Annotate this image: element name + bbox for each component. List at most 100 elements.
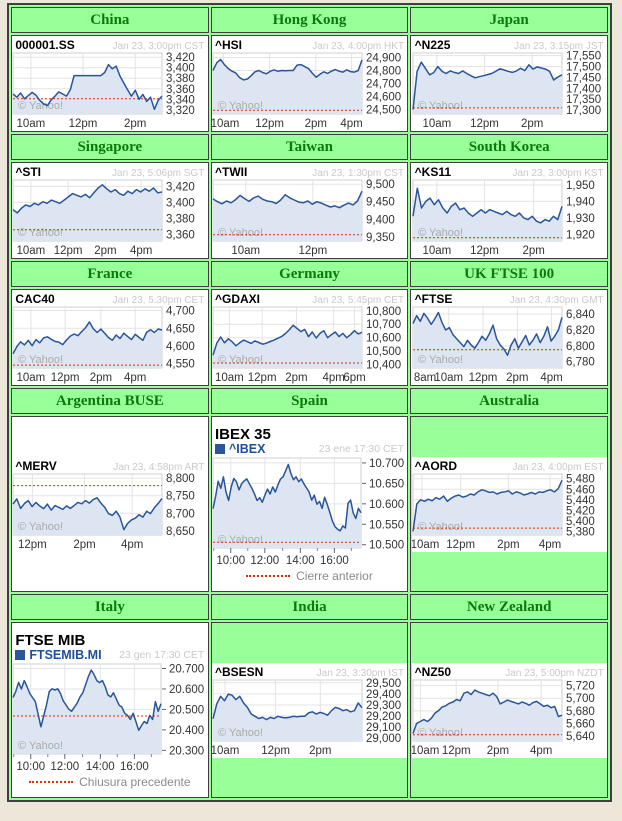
chart-aord[interactable]: ^AORD Jan 23, 4:00pm EST © Yahoo! 5,480 5,46… <box>411 456 607 552</box>
chart-slot: ^STI Jan 23, 5:06pm SGT © Yahoo! 3,420 3,400… <box>12 163 208 258</box>
chart-hsi[interactable]: ^HSI Jan 23, 4:00pm HKT © Yahoo! 24,900 24,8… <box>212 36 407 131</box>
chart-n225[interactable]: ^N225 Jan 23, 3:15pm JST © Yahoo! 17,550 17,… <box>411 36 607 131</box>
header-italy: Italy <box>11 594 209 620</box>
chart-timestamp: Jan 23, 3:00pm CST <box>112 41 205 52</box>
country-label: France <box>87 266 133 282</box>
y-axis-tick-label: 5,420 <box>566 505 595 517</box>
chart-timestamp: Jan 23, 3:30pm IST <box>316 667 404 679</box>
price-line <box>12 321 163 355</box>
chart-slot: ^MERV Jan 23, 4:58pm ART © Yahoo! 8,800 8,75… <box>12 456 208 552</box>
country-label: Singapore <box>77 139 143 155</box>
x-axis-tick-label: 10am <box>212 745 239 757</box>
chart-ftsemibmi[interactable]: FTSE MIB FTSEMIB.MI 23 gen 17:30 CET © Yaho… <box>12 630 208 790</box>
y-axis-tick-label: 24,700 <box>366 79 401 91</box>
x-axis-tick-label: 14:00 <box>286 555 315 567</box>
chart-timestamp: Jan 23, 4:58pm ART <box>113 461 205 473</box>
chart-nz50[interactable]: ^NZ50 Jan 23, 5:00pm NZDT © Yahoo! 5,720 5,7… <box>411 662 607 758</box>
chart-header: ^AORD Jan 23, 4:00pm EST <box>412 457 607 473</box>
country-label: South Korea <box>468 139 550 155</box>
chart-plot: © Yahoo! 4,700 4,650 4,600 4,550 10am 12pm 2pm 4… <box>12 306 195 384</box>
y-axis-tick-label: 1,940 <box>566 196 595 208</box>
chart-slot: 000001.SS Jan 23, 3:00pm CST © Yahoo! 3,420… <box>12 36 208 131</box>
x-axis-tick-label: 12:00 <box>250 555 279 567</box>
y-axis-tick-label: 20.700 <box>169 664 204 676</box>
chart-slot: ^N225 Jan 23, 3:15pm JST © Yahoo! 17,550 17,… <box>411 36 607 131</box>
y-axis-tick-label: 10,500 <box>366 346 401 358</box>
chart-cell-china: 000001.SS Jan 23, 3:00pm CST © Yahoo! 3,420… <box>11 35 209 132</box>
ticker-symbol: FTSEMIB.MI <box>29 647 102 662</box>
chart-plot: © Yahoo! 17,55017,50017,45017,40017,35017… <box>411 51 601 130</box>
x-axis-tick-label: 10am <box>412 745 439 757</box>
chart-header: ^NZ50 Jan 23, 5:00pm NZDT <box>412 663 607 679</box>
y-axis-tick-label: 10,700 <box>366 319 401 331</box>
chart-merv[interactable]: ^MERV Jan 23, 4:58pm ART © Yahoo! 8,800 8,75… <box>12 456 208 552</box>
header-japan: Japan <box>410 7 609 33</box>
chart-sti[interactable]: ^STI Jan 23, 5:06pm SGT © Yahoo! 3,420 3,400… <box>12 163 208 258</box>
y-axis-tick-label: 10.600 <box>369 499 404 511</box>
chart-cac40[interactable]: CAC40 Jan 23, 5:30pm CET © Yahoo! 4,700 4,65… <box>12 290 208 385</box>
yahoo-watermark: © Yahoo! <box>218 354 263 366</box>
x-axis-tick-label: 12pm <box>470 245 499 257</box>
series-legend-swatch-icon <box>215 443 225 454</box>
x-axis-tick-label: 12pm <box>261 745 290 757</box>
y-axis-tick-label: 29,300 <box>366 699 401 711</box>
y-axis-tick-label: 29,500 <box>366 678 401 690</box>
header-france: France <box>11 261 209 287</box>
chart-slot: ^HSI Jan 23, 4:00pm HKT © Yahoo! 24,900 24,8… <box>212 36 407 131</box>
y-axis-tick-label: 1,920 <box>566 229 595 241</box>
y-axis-tick-label: 8,650 <box>166 525 195 537</box>
y-axis-tick-label: 29,400 <box>366 688 401 700</box>
x-axis-tick-label: 2pm <box>74 539 96 551</box>
ticker-symbol: ^AORD <box>414 458 458 473</box>
x-axis-tick-label: 10am <box>17 118 46 130</box>
y-axis-tick-label: 20.400 <box>169 725 204 737</box>
x-axis-tick-label: 2pm <box>522 245 544 257</box>
y-axis-tick-label: 10.500 <box>369 540 404 552</box>
chart-timestamp: Jan 23, 4:00pm HKT <box>312 41 404 52</box>
price-line <box>411 479 563 531</box>
ticker-symbol: CAC40 <box>15 292 55 306</box>
chart-slot: ^NZ50 Jan 23, 5:00pm NZDT © Yahoo! 5,720 5,7… <box>411 662 607 758</box>
x-axis-tick-label: 4pm <box>124 372 146 384</box>
yahoo-watermark: © Yahoo! <box>218 727 263 739</box>
x-axis-tick-label: 2pm <box>506 372 528 384</box>
chart-cell-taiwan: ^TWII Jan 23, 1:30pm CST © Yahoo! 9,500 9,45… <box>210 162 409 259</box>
chart-timestamp: 23 gen 17:30 CET <box>119 648 205 661</box>
yahoo-watermark: © Yahoo! <box>218 100 263 112</box>
y-axis-tick-label: 17,550 <box>566 51 601 63</box>
x-axis-tick-label: 16:00 <box>320 555 349 567</box>
chart-twii[interactable]: ^TWII Jan 23, 1:30pm CST © Yahoo! 9,500 9,45… <box>212 163 407 258</box>
y-axis-tick-label: 20.600 <box>169 684 204 696</box>
chart-ibex[interactable]: IBEX 35 ^IBEX 23 ene 17:30 CET © Yahoo! 10.7… <box>212 424 407 584</box>
chart-gdaxi[interactable]: ^GDAXI Jan 23, 5:45pm CET © Yahoo! 10,800 10… <box>212 290 407 385</box>
y-axis-tick-label: 29,100 <box>366 722 401 734</box>
chart-000001ss[interactable]: 000001.SS Jan 23, 3:00pm CST © Yahoo! 3,420… <box>12 36 208 131</box>
x-axis-tick-label: 14:00 <box>86 761 115 773</box>
chart-timestamp: Jan 23, 5:30pm CET <box>112 295 205 306</box>
country-label: Italy <box>94 599 125 615</box>
header-uk-ftse-100: UK FTSE 100 <box>410 261 609 287</box>
chart-ks11[interactable]: ^KS11 Jan 23, 3:00pm KST © Yahoo! 1,950 1,94… <box>411 163 607 258</box>
chart-ftse[interactable]: ^FTSE Jan 23, 4:30pm GMT © Yahoo! 6,840 6,82… <box>411 290 607 385</box>
chart-row-4: ^MERV Jan 23, 4:58pm ART © Yahoo! 8,800 8,75… <box>11 416 609 592</box>
yahoo-watermark: © Yahoo! <box>418 227 463 239</box>
y-axis-tick-label: 10.550 <box>369 519 404 531</box>
yahoo-watermark: © Yahoo! <box>18 740 63 752</box>
price-line <box>212 58 363 81</box>
x-axis-tick-label: 6pm <box>343 372 365 384</box>
x-axis-tick-label: 12:00 <box>51 761 80 773</box>
x-axis-tick-label: 12pm <box>446 539 475 551</box>
chart-header: ^TWII Jan 23, 1:30pm CST <box>212 163 407 179</box>
country-label: Spain <box>291 393 328 409</box>
y-axis-tick-label: 5,720 <box>566 680 595 692</box>
x-axis-tick-label: 12pm <box>468 372 497 384</box>
price-line <box>212 692 363 720</box>
x-axis-tick-label: 2pm <box>309 745 331 757</box>
chart-plot: © Yahoo! 29,50029,40029,30029,20029,10029… <box>212 678 401 757</box>
chart-timestamp: Jan 23, 4:30pm GMT <box>509 295 604 306</box>
y-axis-tick-label: 24,900 <box>366 53 401 65</box>
country-label: Australia <box>479 393 540 409</box>
chart-bsesn[interactable]: ^BSESN Jan 23, 3:30pm IST © Yahoo! 29,500 29… <box>212 662 407 758</box>
